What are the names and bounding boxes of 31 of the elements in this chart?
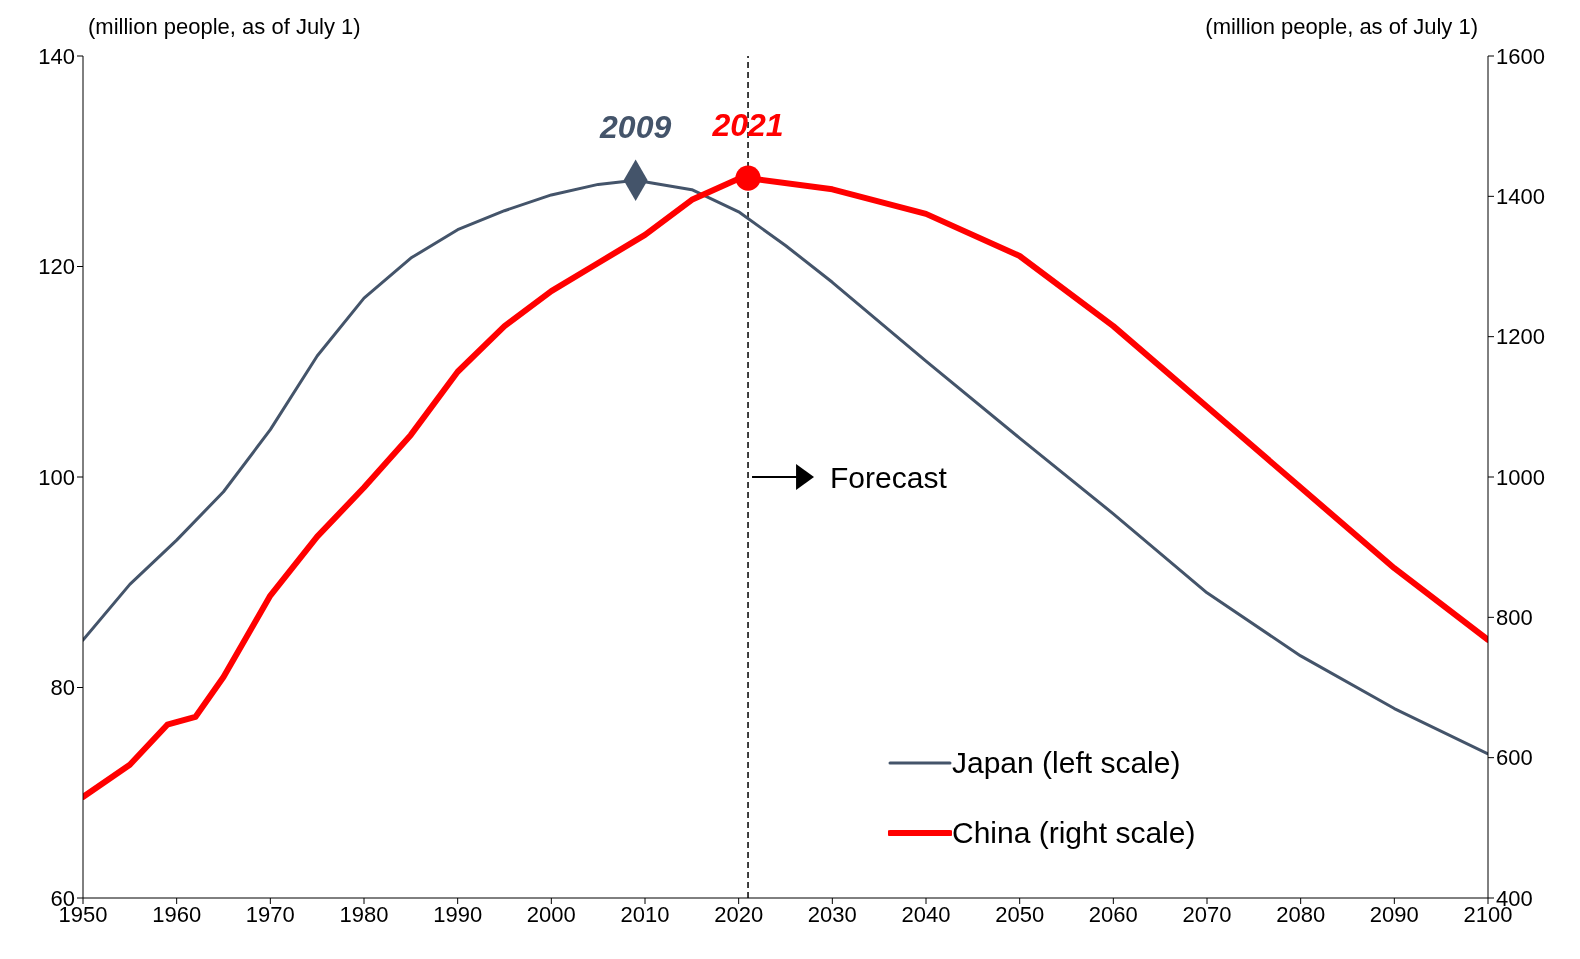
y-tick-label: 140 (38, 43, 75, 69)
annotation: 2021 (711, 107, 784, 144)
x-tick-label: 2050 (995, 901, 1045, 927)
legend-label: China (right scale) (952, 816, 1196, 850)
legend-label: Japan (left scale) (952, 746, 1181, 780)
x-tick-label: 1960 (152, 901, 202, 927)
x-tick-label: 2060 (1088, 901, 1138, 927)
y2-tick-label: 600 (1496, 745, 1533, 771)
x-tick-label: 2030 (807, 901, 857, 927)
x-tick-label: 2070 (1182, 901, 1232, 927)
x-tick-label: 2090 (1369, 901, 1419, 927)
y-tick-label: 80 (50, 675, 75, 701)
x-tick-label: 2080 (1276, 901, 1326, 927)
x-tick-label: 2010 (620, 901, 670, 927)
y2-tick-label: 1200 (1496, 324, 1545, 350)
y2-tick-label: 1400 (1496, 184, 1545, 210)
x-tick-label: 2040 (901, 901, 951, 927)
x-tick-label: 1990 (433, 901, 483, 927)
x-tick-label: 1980 (339, 901, 389, 927)
y-axis-title: (million people, as of July 1) (88, 14, 361, 40)
y2-tick-label: 1000 (1496, 464, 1545, 490)
y2-tick-label: 1600 (1496, 43, 1545, 69)
x-tick-label: 1970 (245, 901, 295, 927)
y-tick-label: 100 (38, 464, 75, 490)
y-tick-label: 120 (38, 254, 75, 280)
y2-axis-title: (million people, as of July 1) (1205, 14, 1478, 40)
y2-tick-label: 800 (1496, 605, 1533, 631)
ref-line-label: Forecast (830, 461, 948, 494)
x-tick-label: 2000 (526, 901, 576, 927)
x-tick-label: 2020 (714, 901, 764, 927)
annotation: 2009 (599, 109, 672, 146)
